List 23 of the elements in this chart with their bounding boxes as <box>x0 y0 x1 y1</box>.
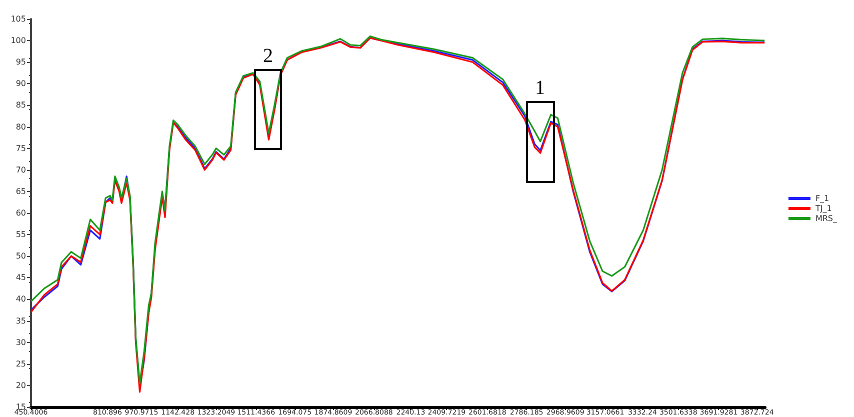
y-tick-label: 75 <box>16 144 26 153</box>
y-tick-label: 30 <box>16 338 26 347</box>
annotation: 2 <box>263 45 273 67</box>
legend-label: MRS_ <box>815 214 838 223</box>
legend-label: TJ_1 <box>814 204 832 213</box>
y-tick-label: 45 <box>16 273 26 282</box>
y-tick-label: 25 <box>16 359 26 368</box>
legend-label: F_1 <box>815 194 830 203</box>
y-tick-label: 95 <box>16 58 26 67</box>
y-tick-label: 50 <box>16 252 26 261</box>
y-tick-label: 80 <box>16 122 26 132</box>
y-tick-label: 40 <box>16 294 26 304</box>
y-tick-label: 85 <box>16 100 26 110</box>
y-tick-label: 65 <box>16 186 26 196</box>
y-tick-label: 35 <box>16 316 26 326</box>
y-tick-label: 60 <box>16 208 26 218</box>
y-tick-label: 100 <box>10 36 26 46</box>
annotation: 1 <box>535 77 545 99</box>
y-tick-label: 55 <box>16 230 26 240</box>
y-tick-label: 90 <box>16 79 26 88</box>
y-tick-label: 70 <box>16 165 26 174</box>
y-tick-label: 105 <box>10 14 26 24</box>
y-tick-label: 20 <box>16 380 26 390</box>
